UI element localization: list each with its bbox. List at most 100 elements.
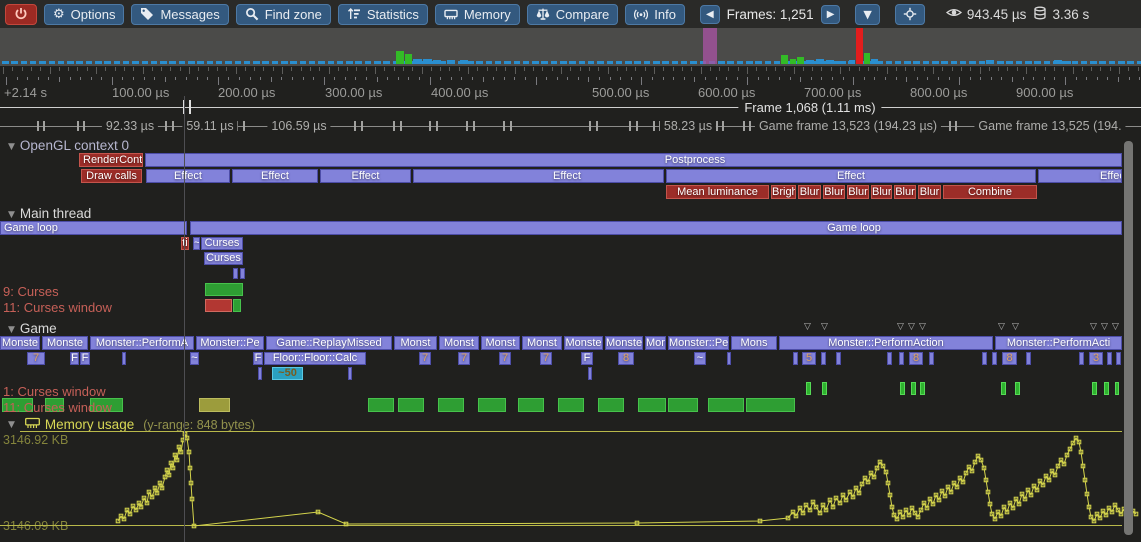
zone-bar[interactable] xyxy=(668,398,698,412)
frame-duration-bar[interactable] xyxy=(396,51,404,64)
statistics-button[interactable]: Statistics xyxy=(337,3,428,25)
frame-duration-bar[interactable] xyxy=(494,61,502,64)
memory-button[interactable]: Memory xyxy=(434,3,520,25)
zone-bar[interactable]: 7 xyxy=(27,352,45,365)
frame-duration-bar[interactable] xyxy=(308,61,316,64)
frame-duration-bar[interactable] xyxy=(225,61,232,64)
frame-duration-bar[interactable] xyxy=(653,61,660,64)
zone-bar[interactable] xyxy=(2,398,33,412)
message-marker-icon[interactable]: ▽ xyxy=(1090,322,1097,332)
frame-duration-bar[interactable] xyxy=(718,61,725,64)
zone-bar[interactable] xyxy=(992,352,997,365)
frame-duration-bar[interactable] xyxy=(253,61,260,64)
zone-bar[interactable] xyxy=(518,398,544,412)
zone-bar[interactable]: 8 xyxy=(1002,352,1017,365)
message-marker-icon[interactable]: ▽ xyxy=(1012,322,1019,332)
zone-bar[interactable] xyxy=(1107,352,1112,365)
frame-duration-bar[interactable] xyxy=(1118,61,1125,64)
frame-duration-bar[interactable] xyxy=(39,61,46,64)
zone-bar[interactable] xyxy=(122,352,126,365)
frame-duration-bar[interactable] xyxy=(597,61,604,64)
zone-bar[interactable]: ~ xyxy=(190,352,199,365)
zone-bar[interactable]: Effect xyxy=(413,169,664,183)
message-marker-icon[interactable]: ▽ xyxy=(897,322,904,332)
frame-duration-bar[interactable] xyxy=(849,60,855,64)
frame-duration-bar[interactable] xyxy=(826,60,834,64)
frame-duration-bar[interactable] xyxy=(904,61,911,64)
zone-bar[interactable]: Blur xyxy=(823,185,845,199)
zone-bar[interactable]: Curses xyxy=(204,252,243,265)
frame-duration-bar[interactable] xyxy=(405,54,412,64)
frame-duration-bar[interactable] xyxy=(634,61,641,64)
zone-bar[interactable] xyxy=(1116,352,1121,365)
frame-duration-bar[interactable] xyxy=(1108,61,1116,64)
zone-bar[interactable] xyxy=(899,352,904,365)
zone-bar[interactable] xyxy=(1115,382,1119,395)
frame-duration-bar[interactable] xyxy=(215,61,223,64)
zone-bar[interactable] xyxy=(598,398,624,412)
frame-duration-bar[interactable] xyxy=(671,61,679,64)
frame-duration-bar[interactable] xyxy=(113,61,121,64)
frame-duration-bar[interactable] xyxy=(299,61,307,64)
zone-bar[interactable]: ~50 xyxy=(272,367,303,380)
zone-bar[interactable] xyxy=(1092,382,1097,395)
frame-duration-bar[interactable] xyxy=(439,61,446,64)
zone-bar[interactable]: Effect xyxy=(232,169,318,183)
frame-duration-bar[interactable] xyxy=(485,61,493,64)
zone-bar[interactable]: Blur xyxy=(847,185,869,199)
zone-bar[interactable]: ~ xyxy=(193,237,200,250)
zone-bar[interactable] xyxy=(199,398,230,412)
zone-bar[interactable]: 7 xyxy=(458,352,470,365)
frame-duration-bar[interactable] xyxy=(336,61,344,64)
frame-duration-bar[interactable] xyxy=(1015,61,1023,64)
frame-duration-bar[interactable] xyxy=(690,61,697,64)
frame-duration-bar[interactable] xyxy=(578,61,586,64)
frame-duration-bar[interactable] xyxy=(781,55,788,64)
frame-duration-bar[interactable] xyxy=(615,61,623,64)
message-marker-icon[interactable]: ▽ xyxy=(1101,322,1108,332)
zone-bar[interactable] xyxy=(806,382,811,395)
thread-row-label[interactable]: 1: Curses window xyxy=(3,384,106,399)
zone-bar[interactable]: Mons xyxy=(731,336,777,350)
options-button[interactable]: ⚙ Options xyxy=(44,3,125,25)
current-frame-highlight[interactable] xyxy=(703,28,717,64)
zone-bar[interactable] xyxy=(205,283,243,296)
frame-duration-bar[interactable] xyxy=(76,61,83,64)
zone-bar[interactable]: Monster::Pe xyxy=(196,336,264,350)
frame-duration-bar[interactable] xyxy=(569,61,576,64)
zone-bar[interactable]: Monster::PerformActi xyxy=(995,336,1122,350)
message-marker-icon[interactable]: ▽ xyxy=(821,322,828,332)
zone-bar[interactable] xyxy=(1001,382,1006,395)
frame-duration-bar[interactable] xyxy=(922,61,930,64)
zone-bar[interactable]: Blur xyxy=(871,185,892,199)
frame-duration-bar[interactable] xyxy=(625,61,632,64)
thread-row-label[interactable]: 11: Curses window xyxy=(3,300,112,315)
zone-bar[interactable]: Blur xyxy=(798,185,821,199)
zone-bar[interactable] xyxy=(982,352,987,365)
zone-bar[interactable]: Game loop xyxy=(0,221,187,235)
frame-duration-bar[interactable] xyxy=(1043,61,1051,64)
frame-duration-bar[interactable] xyxy=(20,61,28,64)
frame-duration-bar[interactable] xyxy=(541,61,548,64)
frame-duration-bar[interactable] xyxy=(141,61,148,64)
message-marker-icon[interactable]: ▽ xyxy=(1112,322,1119,332)
frame-duration-bar[interactable] xyxy=(1090,61,1097,64)
frame-duration-bar[interactable] xyxy=(281,61,288,64)
zone-bar[interactable] xyxy=(1104,382,1109,395)
frame-duration-bar[interactable] xyxy=(2,61,9,64)
frame-duration-bar[interactable] xyxy=(755,61,762,64)
zone-bar[interactable] xyxy=(1026,352,1031,365)
zone-bar[interactable]: Monster::PerformA xyxy=(90,336,194,350)
frame-duration-bar[interactable] xyxy=(460,60,468,64)
frame-duration-bar[interactable] xyxy=(1080,61,1088,64)
frame-duration-bar[interactable] xyxy=(836,61,844,64)
frame-duration-bar[interactable] xyxy=(959,61,967,64)
section-header-game[interactable]: ▼ Game xyxy=(8,321,57,336)
zone-bar[interactable]: Game loop xyxy=(190,221,1122,235)
frame-duration-bar[interactable] xyxy=(913,61,920,64)
zone-bar[interactable]: Effect xyxy=(666,169,1036,183)
zone-bar[interactable]: Monst xyxy=(481,336,520,350)
vertical-scrollbar[interactable] xyxy=(1124,141,1133,535)
zone-bar[interactable] xyxy=(368,398,394,412)
zone-bar[interactable]: ~ xyxy=(694,352,706,365)
